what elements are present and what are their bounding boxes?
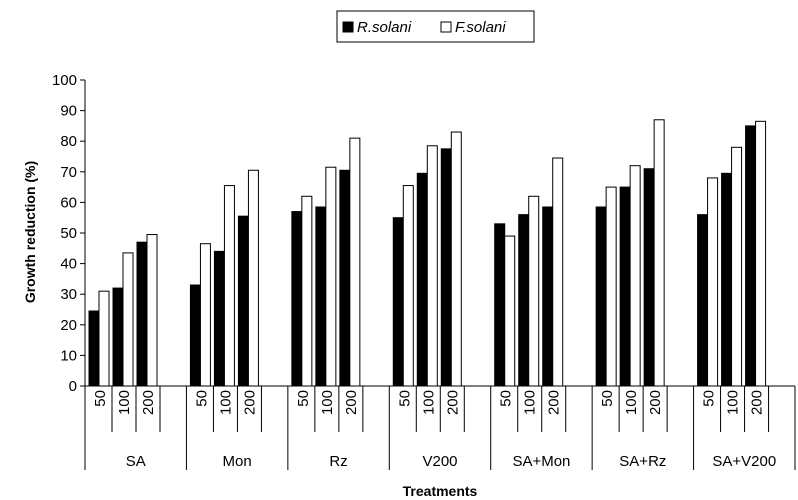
x-subcategory-label: 100 [116, 390, 133, 415]
bar-f-solani [605, 186, 617, 387]
x-subcategory-label: 50 [295, 390, 312, 407]
x-group-label: Rz [329, 453, 347, 470]
x-subcategory-label: 100 [623, 390, 640, 415]
bar-f-solani [653, 119, 665, 387]
bar-r-solani [213, 250, 225, 387]
bar-r-solani [136, 241, 148, 387]
x-subcategory-label: 200 [140, 390, 157, 415]
x-group-label: Mon [223, 453, 252, 470]
y-tick-label: 90 [60, 103, 77, 120]
x-subcategory-label: 50 [92, 390, 109, 407]
x-subcategory-label: 50 [498, 390, 515, 407]
bar-r-solani [721, 172, 733, 387]
x-subcategory-label: 100 [420, 390, 437, 415]
bar-r-solani [416, 172, 428, 387]
bar-r-solani [595, 206, 607, 387]
x-axis-categories: 50 100 200 SA 50 100 200 Mon 50 100 200 Rz 50 100 200 V… [84, 386, 796, 470]
bar-f-solani [707, 177, 719, 387]
bar-f-solani [528, 195, 540, 387]
y-axis-label: Growth reduction (%) [22, 161, 38, 303]
x-group-label: SA+V200 [712, 453, 776, 470]
y-tick-label: 30 [60, 286, 77, 303]
bar-r-solani [189, 284, 201, 387]
x-subcategory-label: 100 [319, 390, 336, 415]
y-axis-ticks: 0 10 20 30 40 50 60 70 80 90 100 [52, 72, 85, 395]
bar-r-solani [542, 206, 554, 387]
y-tick-label: 40 [60, 256, 77, 273]
bar-f-solani [146, 234, 158, 387]
bar-r-solani [440, 148, 452, 387]
bar-r-solani [392, 217, 404, 387]
x-axis-label: Treatments [403, 483, 478, 499]
legend-swatch-r-solani [342, 21, 354, 33]
y-tick-label: 10 [60, 347, 77, 364]
bar-f-solani [98, 290, 110, 387]
x-subcategory-label: 50 [599, 390, 616, 407]
x-group-label: V200 [422, 453, 457, 470]
x-subcategory-label: 200 [343, 390, 360, 415]
bar-f-solani [552, 157, 564, 387]
x-group-label: SA [126, 453, 146, 470]
bar-r-solani [619, 186, 631, 387]
x-subcategory-label: 50 [193, 390, 210, 407]
x-subcategory-label: 100 [217, 390, 234, 415]
bar-f-solani [223, 185, 235, 387]
x-subcategory-label: 200 [647, 390, 664, 415]
bar-f-solani [755, 120, 767, 387]
bar-f-solani [122, 252, 134, 387]
bar-r-solani [291, 211, 303, 387]
legend-label-f-solani: F.solani [455, 19, 506, 36]
y-tick-label: 100 [52, 72, 77, 89]
bar-f-solani [629, 165, 641, 387]
bar-r-solani [88, 310, 100, 387]
x-subcategory-label: 50 [701, 390, 718, 407]
x-group-label: SA+Rz [619, 453, 666, 470]
y-tick-label: 0 [69, 378, 77, 395]
x-subcategory-label: 200 [749, 390, 766, 415]
bar-r-solani [112, 287, 124, 387]
y-tick-label: 80 [60, 133, 77, 150]
x-subcategory-label: 200 [546, 390, 563, 415]
x-subcategory-label: 50 [396, 390, 413, 407]
bar-f-solani [731, 146, 743, 387]
bar-r-solani [494, 223, 506, 387]
bar-r-solani [237, 215, 249, 387]
bar-r-solani [643, 168, 655, 387]
x-subcategory-label: 200 [444, 390, 461, 415]
legend-label-r-solani: R.solani [357, 19, 412, 36]
bar-f-solani [349, 137, 361, 387]
bar-f-solani [301, 195, 313, 387]
x-subcategory-label: 100 [522, 390, 539, 415]
bar-f-solani [325, 166, 337, 387]
legend-swatch-f-solani [440, 21, 452, 33]
bar-f-solani [426, 145, 438, 387]
x-subcategory-label: 100 [725, 390, 742, 415]
bar-r-solani [518, 214, 530, 387]
bars [88, 119, 767, 387]
bar-f-solani [199, 243, 211, 387]
bar-f-solani [247, 169, 259, 387]
y-tick-label: 20 [60, 317, 77, 334]
x-subcategory-label: 200 [241, 390, 258, 415]
y-tick-label: 70 [60, 164, 77, 181]
x-group-label: SA+Mon [512, 453, 570, 470]
y-tick-label: 50 [60, 225, 77, 242]
legend: R.solani F.solani [336, 10, 535, 43]
bar-f-solani [450, 131, 462, 387]
bar-r-solani [745, 125, 757, 387]
bar-f-solani [504, 235, 516, 387]
legend-box [336, 10, 535, 43]
bar-r-solani [315, 206, 327, 387]
y-tick-label: 60 [60, 194, 77, 211]
bar-r-solani [697, 214, 709, 387]
bar-f-solani [402, 185, 414, 387]
bar-r-solani [339, 169, 351, 387]
